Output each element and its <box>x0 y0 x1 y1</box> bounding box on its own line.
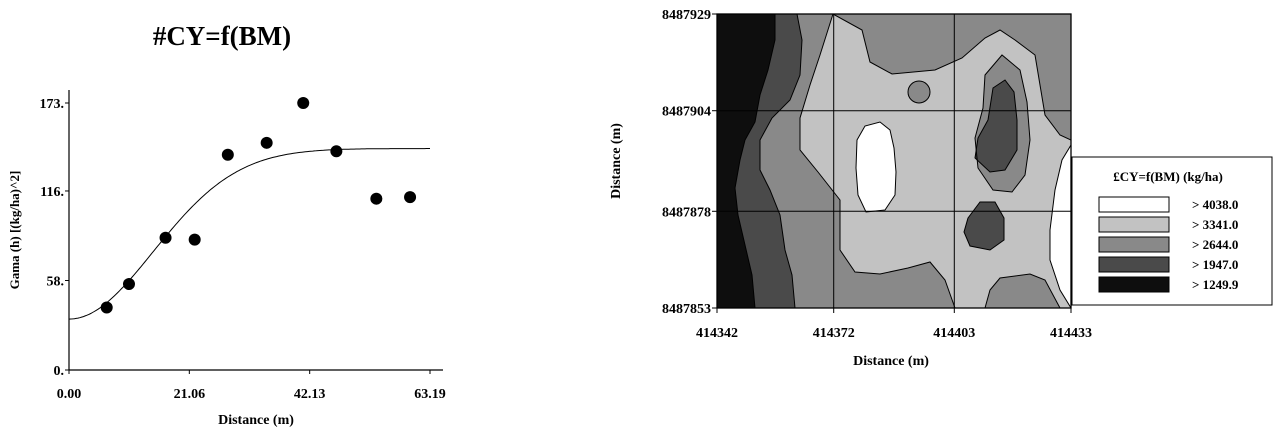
data-point <box>122 278 135 291</box>
contour-level-4038-right <box>1049 144 1071 308</box>
data-point <box>100 301 113 314</box>
x-tick-group: 0.00 21.06 42.13 63.19 <box>57 370 446 402</box>
legend-entries: > 4038.0 > 3341.0 > 2644.0 > 1947.0 > 1249.9 <box>1098 196 1239 293</box>
map-frame <box>716 13 1072 309</box>
x-tick-label: 21.06 <box>174 387 206 402</box>
legend-label: > 1947.0 <box>1192 257 1238 272</box>
chart-title: #CY=f(BM) <box>153 21 291 51</box>
legend-swatch <box>1098 276 1170 293</box>
legend-swatch <box>1098 216 1170 233</box>
map-x-tick-group: 414342 414372 414403 414433 <box>696 308 1092 341</box>
y-axis-label: Gama (h) [(kg/ha)^2] <box>7 171 22 290</box>
data-point <box>404 191 417 204</box>
contour-level-1249-band <box>717 14 775 308</box>
contour-fill-group <box>717 14 1071 308</box>
contour-map-chart: 8487853 8487878 8487904 8487929 414342 41437… <box>609 8 1273 369</box>
y-tick-label: 0. <box>54 364 65 379</box>
x-tick-label: 42.13 <box>294 387 326 402</box>
legend-label: > 4038.0 <box>1192 197 1238 212</box>
legend-label: > 2644.0 <box>1192 237 1238 252</box>
map-y-tick-label: 8487904 <box>662 105 711 120</box>
map-y-axis-label: Distance (m) <box>609 123 624 199</box>
data-point <box>370 192 383 205</box>
legend-label: > 3341.0 <box>1192 217 1238 232</box>
legend: £CY=f(BM) (kg/ha) > 4038.0 > 3341.0 > 2644… <box>1071 156 1273 306</box>
y-tick-label: 173. <box>40 97 65 112</box>
x-tick-label: 63.19 <box>414 387 446 402</box>
map-x-axis-label: Distance (m) <box>853 354 929 369</box>
fitted-model-line <box>68 148 430 320</box>
contour-spot-2644 <box>908 81 930 103</box>
legend-label: > 1249.9 <box>1192 277 1239 292</box>
map-y-tick-label: 8487929 <box>662 8 711 23</box>
y-tick-group: 0. 58. 116. 173. <box>40 97 69 379</box>
map-y-tick-label: 8487853 <box>662 302 711 317</box>
data-point <box>260 136 273 149</box>
map-x-tick-label: 414342 <box>696 326 738 341</box>
data-point <box>297 97 310 109</box>
legend-title: £CY=f(BM) (kg/ha) <box>1113 169 1223 184</box>
data-point <box>159 231 172 244</box>
map-y-tick-label: 8487878 <box>662 205 711 220</box>
map-y-tick-group: 8487853 8487878 8487904 8487929 <box>662 8 717 317</box>
contour-level-4038-center <box>855 121 897 213</box>
contour-level-1947-blob-upper <box>975 80 1017 172</box>
contour-outlines <box>734 14 1071 308</box>
map-x-tick-label: 414372 <box>813 326 855 341</box>
map-x-tick-label: 414433 <box>1050 326 1092 341</box>
legend-swatch <box>1098 256 1170 273</box>
map-gridlines <box>717 14 1071 308</box>
legend-swatch <box>1098 236 1170 253</box>
x-tick-label: 0.00 <box>57 387 82 402</box>
y-tick-label: 58. <box>47 274 65 289</box>
semivariance-points <box>100 97 417 314</box>
data-point <box>330 145 343 158</box>
contour-level-1947-blob-lower <box>964 202 1004 250</box>
x-axis-label: Distance (m) <box>218 413 294 428</box>
data-point <box>188 233 201 246</box>
map-x-tick-label: 414403 <box>933 326 975 341</box>
y-tick-label: 116. <box>40 185 64 200</box>
data-point <box>221 148 234 161</box>
semivariogram-chart: #CY=f(BM) 0. 58. 116. 173. 0.00 21.06 42.13 63… <box>7 21 446 428</box>
legend-swatch <box>1098 196 1170 213</box>
